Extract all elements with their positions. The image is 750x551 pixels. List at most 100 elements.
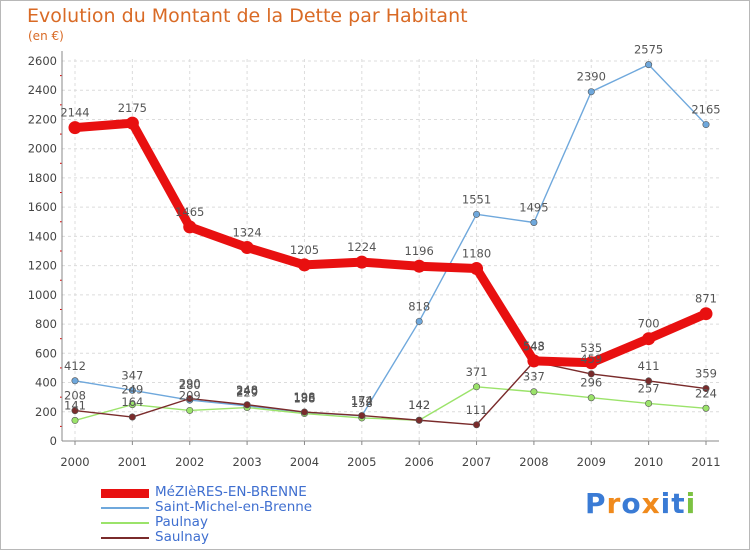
data-label: 280 (179, 378, 201, 392)
data-point (645, 377, 653, 385)
data-label: 818 (408, 299, 430, 313)
logo-letter: P (585, 487, 607, 520)
data-label: 196 (293, 390, 315, 404)
data-label: 142 (408, 398, 430, 412)
data-label: 1551 (462, 192, 491, 206)
legend-label: Saulnay (155, 529, 209, 545)
data-point (71, 416, 79, 424)
data-point (186, 406, 194, 414)
series-line-2 (74, 386, 707, 422)
data-label: 1465 (175, 205, 204, 219)
data-label: 2390 (577, 70, 606, 84)
data-point (128, 401, 136, 409)
y-tick-label: 2600 (28, 54, 57, 68)
data-label: 359 (695, 367, 717, 381)
data-label: 1495 (519, 201, 548, 215)
data-label: 240 (236, 384, 258, 398)
legend-swatch (101, 488, 149, 498)
legend-label: MéZIèRES-EN-BRENNE (155, 484, 307, 500)
data-point (412, 259, 426, 273)
data-label: 224 (695, 386, 717, 400)
x-tick-label: 2010 (634, 455, 663, 469)
data-label: 142 (408, 398, 430, 412)
data-label: 1324 (232, 225, 261, 239)
data-label: 548 (523, 339, 545, 353)
data-label: 2175 (118, 101, 147, 115)
data-point (587, 88, 595, 96)
y-tick-label: 1200 (28, 259, 57, 273)
data-label: 158 (351, 396, 373, 410)
data-point (702, 121, 710, 129)
data-point (587, 370, 595, 378)
data-label: 249 (121, 383, 143, 397)
data-point (584, 356, 598, 370)
data-point (128, 386, 136, 394)
data-label: 2165 (691, 103, 720, 117)
data-label: 411 (638, 359, 660, 373)
y-tick-label: 2000 (28, 142, 57, 156)
data-point (473, 383, 481, 391)
data-point (68, 121, 82, 135)
data-point (587, 394, 595, 402)
proxiti-logo: Proxiti (585, 487, 696, 520)
data-label: 1180 (462, 247, 491, 261)
data-label: 229 (236, 386, 258, 400)
logo-letter: i (685, 487, 697, 520)
data-point (71, 407, 79, 415)
data-label: 2575 (634, 43, 663, 57)
data-label: 164 (121, 395, 143, 409)
data-label: 1205 (290, 243, 319, 257)
data-label: 248 (236, 383, 258, 397)
y-axis-unit: (en €) (28, 29, 64, 43)
data-label: 174 (351, 394, 373, 408)
data-label: 412 (64, 359, 86, 373)
data-label: 371 (466, 365, 488, 379)
y-tick-label: 400 (35, 376, 57, 390)
legend-label: Saint-Michel-en-Brenne (155, 499, 313, 515)
x-tick-label: 2001 (118, 455, 147, 469)
data-label: 459 (580, 352, 602, 366)
logo-letter: o (621, 487, 642, 520)
logo-letter: x (641, 487, 661, 520)
data-label: 188 (293, 392, 315, 406)
legend-swatch (101, 537, 149, 539)
data-label: 296 (580, 376, 602, 390)
x-tick-label: 2007 (462, 455, 491, 469)
data-label: 1224 (347, 240, 376, 254)
logo-letter: i (660, 487, 672, 520)
data-point (473, 210, 481, 218)
y-tick-label: 600 (35, 346, 57, 360)
data-point (642, 332, 656, 346)
data-point (527, 354, 541, 368)
data-point (300, 408, 308, 416)
data-label: 198 (293, 390, 315, 404)
y-tick-label: 1600 (28, 200, 57, 214)
series-line-main (70, 118, 711, 368)
data-point (240, 240, 254, 254)
logo-letter: t (671, 487, 686, 520)
data-label: 111 (466, 403, 488, 417)
data-label: 337 (523, 370, 545, 384)
data-label: 543 (523, 340, 545, 354)
data-point (186, 395, 194, 403)
data-label: 347 (121, 368, 143, 382)
data-point (470, 262, 484, 276)
data-label: 290 (179, 377, 201, 391)
series-line-3 (74, 360, 707, 426)
data-point (702, 404, 710, 412)
data-point (358, 412, 366, 420)
x-tick-label: 2002 (175, 455, 204, 469)
data-label: 257 (638, 381, 660, 395)
data-point (183, 220, 197, 234)
legend-label: Paulnay (155, 514, 208, 530)
x-tick-label: 2000 (60, 455, 89, 469)
data-point (128, 413, 136, 421)
data-point (415, 416, 423, 424)
y-tick-label: 2200 (28, 112, 57, 126)
data-point (297, 258, 311, 272)
y-tick-label: 2400 (28, 83, 57, 97)
y-tick-label: 1000 (28, 288, 57, 302)
data-point (355, 255, 369, 269)
data-label: 535 (580, 341, 602, 355)
